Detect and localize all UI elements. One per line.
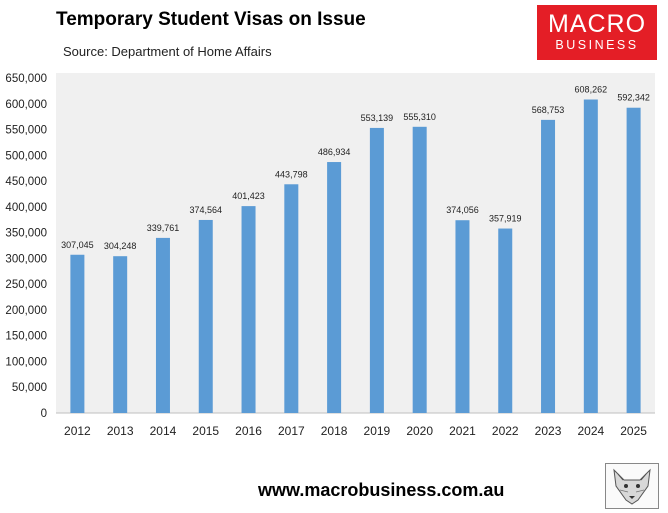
- chart-title: Temporary Student Visas on Issue: [56, 9, 366, 30]
- bar: [369, 127, 384, 414]
- data-label: 339,761: [147, 223, 180, 233]
- y-tick-label: 450,000: [5, 176, 47, 188]
- website-url: www.macrobusiness.com.au: [258, 480, 505, 500]
- bar: [498, 228, 513, 413]
- bar: [284, 184, 299, 413]
- bar: [541, 119, 556, 414]
- data-label: 307,045: [61, 240, 94, 250]
- data-label: 592,342: [617, 93, 650, 103]
- fox-mascot-icon: [605, 463, 659, 509]
- bar: [70, 254, 85, 413]
- x-tick-label: 2021: [449, 424, 476, 438]
- y-tick-label: 200,000: [5, 305, 47, 317]
- data-label: 401,423: [232, 191, 265, 201]
- data-label: 374,564: [189, 205, 222, 215]
- x-tick-label: 2015: [192, 424, 219, 438]
- bar: [412, 126, 427, 414]
- y-tick-label: 350,000: [5, 228, 47, 240]
- data-label: 553,139: [361, 113, 394, 123]
- bar: [626, 107, 641, 413]
- x-tick-label: 2016: [235, 424, 262, 438]
- bar: [583, 99, 598, 414]
- bar: [455, 220, 470, 413]
- x-tick-label: 2014: [150, 424, 177, 438]
- bar-chart: 0 50,000 100,000 150,000 200,000 250,000 300,0…: [5, 73, 655, 438]
- x-tick-label: 2020: [406, 424, 433, 438]
- x-tick-label: 2012: [64, 424, 91, 438]
- x-tick-label: 2019: [364, 424, 391, 438]
- x-tick-label: 2017: [278, 424, 305, 438]
- y-tick-label: 150,000: [5, 331, 47, 343]
- x-tick-label: 2023: [535, 424, 562, 438]
- x-tick-label: 2018: [321, 424, 348, 438]
- y-tick-label: 300,000: [5, 253, 47, 265]
- y-tick-label: 500,000: [5, 150, 47, 162]
- bar: [113, 256, 128, 413]
- y-tick-label: 550,000: [5, 125, 47, 137]
- data-label: 486,934: [318, 147, 351, 157]
- plot-area: [56, 73, 655, 413]
- bar: [155, 237, 170, 413]
- y-tick-label: 0: [41, 408, 47, 420]
- chart-subtitle: Source: Department of Home Affairs: [63, 44, 272, 59]
- y-tick-label: 50,000: [12, 382, 47, 394]
- y-tick-label: 100,000: [5, 356, 47, 368]
- y-tick-label: 400,000: [5, 202, 47, 214]
- data-label: 555,310: [403, 112, 436, 122]
- x-tick-label: 2025: [620, 424, 647, 438]
- data-label: 443,798: [275, 169, 308, 179]
- data-label: 304,248: [104, 241, 137, 251]
- data-label: 357,919: [489, 214, 522, 224]
- data-label: 374,056: [446, 205, 479, 215]
- data-label: 568,753: [532, 105, 565, 115]
- x-tick-label: 2013: [107, 424, 134, 438]
- data-label: 608,262: [575, 85, 608, 95]
- y-tick-label: 650,000: [5, 73, 47, 85]
- bar: [327, 162, 342, 413]
- y-tick-label: 250,000: [5, 279, 47, 291]
- x-tick-label: 2024: [577, 424, 604, 438]
- x-tick-label: 2022: [492, 424, 519, 438]
- bar: [241, 206, 256, 413]
- logo-line-1: MACRO: [547, 10, 647, 38]
- macrobusiness-logo: MACRO BUSINESS: [537, 5, 657, 60]
- y-tick-label: 600,000: [5, 99, 47, 111]
- logo-line-2: BUSINESS: [555, 38, 639, 52]
- bar: [198, 219, 213, 413]
